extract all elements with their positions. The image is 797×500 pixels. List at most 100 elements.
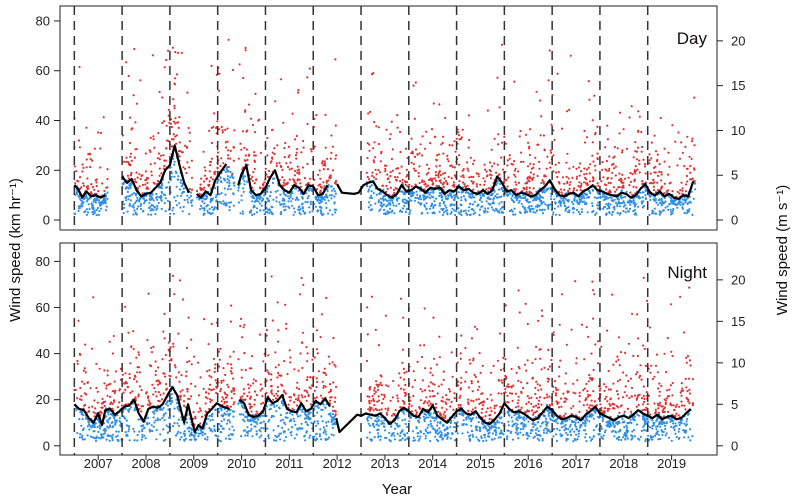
night-data-point xyxy=(497,392,500,395)
night-data-point xyxy=(491,426,494,429)
day-data-point xyxy=(152,135,155,138)
day-data-point xyxy=(209,160,213,163)
day-data-point xyxy=(437,172,440,175)
night-data-point xyxy=(643,400,646,403)
day-data-point xyxy=(522,160,525,163)
day-data-point xyxy=(164,210,167,213)
night-data-point xyxy=(76,431,79,435)
day-data-point xyxy=(606,124,609,127)
day-data-point xyxy=(460,175,463,178)
night-data-point xyxy=(511,399,514,402)
day-data-point xyxy=(484,209,487,212)
day-data-point xyxy=(420,212,423,215)
day-data-point xyxy=(222,203,225,206)
night-data-point xyxy=(174,366,177,369)
night-data-point xyxy=(166,399,169,402)
day-data-point xyxy=(127,161,130,164)
day-data-point xyxy=(432,191,435,194)
day-data-point xyxy=(622,196,625,199)
day-data-point xyxy=(203,174,207,177)
night-data-point xyxy=(669,418,672,421)
night-data-point xyxy=(631,434,634,438)
day-data-point xyxy=(460,209,463,212)
day-data-point xyxy=(644,194,647,197)
day-data-point xyxy=(138,200,141,203)
day-data-point xyxy=(469,213,472,216)
day-data-point xyxy=(575,177,578,180)
day-data-point xyxy=(399,179,402,183)
day-data-point xyxy=(296,178,299,181)
day-data-point xyxy=(100,203,103,206)
day-data-point xyxy=(210,197,213,200)
day-data-point xyxy=(483,163,486,166)
night-data-point xyxy=(554,420,558,423)
day-data-point xyxy=(156,207,159,210)
night-data-point xyxy=(631,430,634,433)
day-data-point xyxy=(524,209,527,212)
day-data-point xyxy=(179,181,182,184)
night-data-point xyxy=(446,427,449,430)
night-data-point xyxy=(106,434,109,437)
day-data-point xyxy=(629,171,632,175)
night-data-point xyxy=(240,413,243,416)
day-data-point xyxy=(540,115,543,118)
night-data-point xyxy=(646,299,649,302)
day-data-point xyxy=(452,181,455,184)
day-data-point xyxy=(524,133,528,136)
day-data-point xyxy=(293,211,296,214)
day-data-point xyxy=(654,165,657,168)
day-data-point xyxy=(325,193,328,196)
day-data-point xyxy=(323,160,326,163)
night-data-point xyxy=(148,430,151,433)
night-data-point xyxy=(221,396,224,399)
day-data-point xyxy=(136,207,139,210)
day-data-point xyxy=(689,178,692,181)
night-data-point xyxy=(132,427,135,430)
day-data-point xyxy=(663,182,666,185)
night-data-point xyxy=(182,404,186,407)
day-data-point xyxy=(389,202,392,205)
night-data-point xyxy=(88,406,91,409)
day-data-point xyxy=(261,183,265,186)
day-data-point xyxy=(496,182,499,185)
night-data-point xyxy=(178,279,182,282)
day-data-point xyxy=(593,196,597,199)
night-data-point xyxy=(86,434,89,437)
day-data-point xyxy=(429,142,432,145)
night-data-point xyxy=(526,395,529,398)
day-data-point xyxy=(388,181,391,184)
day-data-point xyxy=(172,98,175,101)
day-data-point xyxy=(632,185,635,188)
day-data-point xyxy=(276,189,279,192)
day-data-point xyxy=(576,199,579,202)
day-data-point xyxy=(219,176,222,179)
day-data-point xyxy=(430,195,433,198)
night-data-point xyxy=(300,422,303,425)
day-data-point xyxy=(422,194,425,197)
day-data-point xyxy=(86,177,89,180)
night-data-point xyxy=(141,436,144,439)
day-data-point xyxy=(158,167,161,170)
day-data-point xyxy=(644,189,647,192)
night-data-point xyxy=(536,437,539,440)
night-data-point xyxy=(385,411,388,414)
night-data-point xyxy=(441,437,444,440)
day-data-point xyxy=(254,92,257,95)
day-data-point xyxy=(87,153,90,156)
day-data-point xyxy=(314,196,317,199)
day-data-point xyxy=(467,146,470,149)
day-data-point xyxy=(382,203,385,206)
day-data-point xyxy=(175,142,178,145)
night-data-point xyxy=(437,410,440,413)
night-data-point xyxy=(658,423,661,426)
day-data-point xyxy=(308,211,311,214)
day-data-point xyxy=(542,180,545,183)
day-data-point xyxy=(605,213,608,216)
day-data-point xyxy=(123,203,126,206)
night-data-point xyxy=(310,421,313,424)
day-data-point xyxy=(208,180,211,183)
day-data-point xyxy=(266,154,269,157)
day-mean-line xyxy=(73,144,695,200)
night-data-point xyxy=(683,404,686,407)
day-data-point xyxy=(210,64,213,67)
